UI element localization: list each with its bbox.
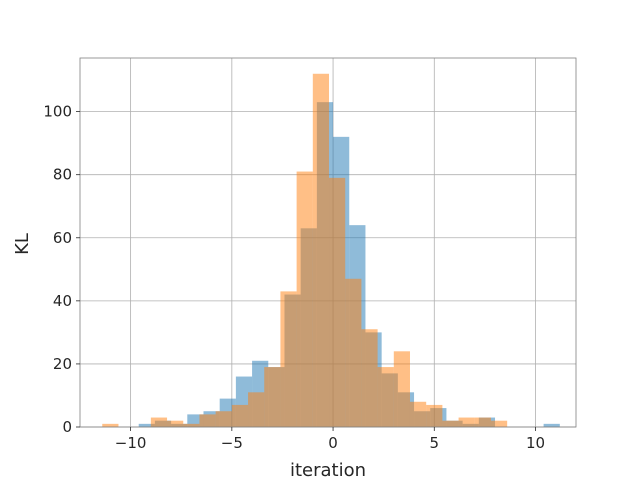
y-tick-label: 80 bbox=[53, 166, 72, 184]
histogram-bar bbox=[377, 367, 394, 427]
plot-frame bbox=[79, 57, 577, 428]
y-axis-label: KL bbox=[12, 233, 33, 255]
series-2-bars bbox=[102, 73, 508, 428]
y-axis-ticks: 0 20 40 60 80 100 bbox=[43, 103, 80, 436]
histogram-bar bbox=[426, 404, 443, 427]
histogram-bar bbox=[458, 417, 475, 427]
histogram-bar bbox=[543, 423, 560, 427]
x-axis-ticks: −10 −5 0 5 10 bbox=[115, 427, 545, 452]
histogram-bar bbox=[167, 420, 184, 427]
histogram-bar bbox=[345, 278, 362, 427]
histogram-bar bbox=[442, 420, 459, 427]
histogram-bar bbox=[231, 404, 249, 427]
histogram-bar bbox=[361, 329, 378, 427]
histogram-bar bbox=[280, 291, 297, 427]
y-tick-label: 60 bbox=[53, 229, 72, 247]
y-tick-label: 20 bbox=[53, 355, 72, 373]
histogram-bar bbox=[329, 177, 346, 427]
histogram-bar bbox=[490, 420, 508, 427]
histogram-bar bbox=[215, 411, 232, 427]
x-tick-label: −10 bbox=[115, 434, 147, 452]
histogram-bar bbox=[393, 351, 410, 427]
histogram-bar bbox=[199, 414, 216, 427]
histogram-bar bbox=[183, 423, 200, 427]
histogram-bars bbox=[102, 73, 560, 428]
y-tick-label: 40 bbox=[53, 292, 72, 310]
x-tick-label: 0 bbox=[328, 434, 338, 452]
x-axis-label: iteration bbox=[290, 460, 366, 480]
histogram-bar bbox=[409, 401, 427, 427]
y-tick-label: 0 bbox=[62, 418, 72, 436]
histogram-bar bbox=[474, 417, 491, 427]
histogram-bar bbox=[248, 392, 265, 427]
histogram-bar bbox=[102, 423, 119, 427]
x-tick-label: 10 bbox=[526, 434, 545, 452]
x-tick-label: 5 bbox=[430, 434, 440, 452]
histogram-bar bbox=[150, 417, 168, 427]
histogram-bar bbox=[138, 423, 155, 427]
y-tick-label: 100 bbox=[43, 103, 72, 121]
x-tick-label: −5 bbox=[221, 434, 243, 452]
histogram-bar bbox=[296, 171, 313, 427]
histogram-bar bbox=[312, 73, 330, 428]
histogram-bar bbox=[264, 367, 281, 427]
